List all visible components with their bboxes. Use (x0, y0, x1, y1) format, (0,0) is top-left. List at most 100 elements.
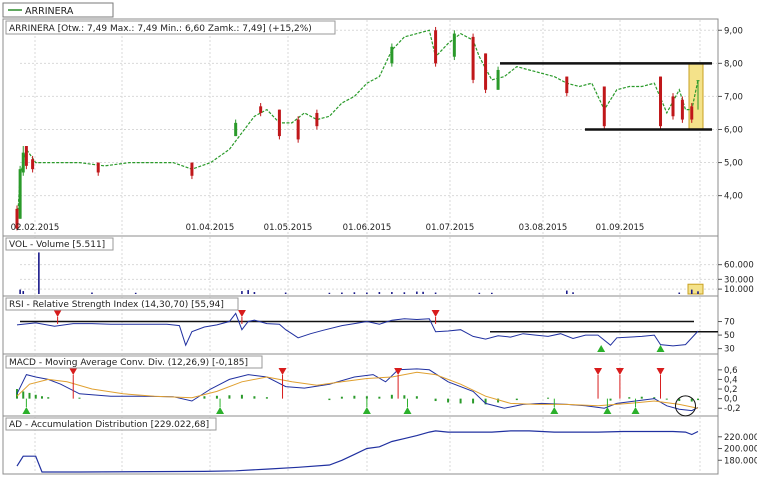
macd-histogram-bar (378, 396, 381, 399)
candle-body (296, 119, 300, 140)
candle-body (452, 33, 456, 57)
macd-histogram-bar (340, 396, 343, 399)
price-panel-header: ARRINERA [Otw.: 7,49 Max.: 7,49 Min.: 6,… (5, 20, 336, 35)
candle-body (496, 69, 500, 90)
macd-histogram-bar (390, 394, 393, 399)
volume-bar (247, 290, 249, 294)
macd-buy-marker (403, 407, 412, 414)
rsi-buy-marker (597, 345, 606, 352)
rsi-sell-marker (53, 310, 62, 317)
macd-histogram-bar (215, 395, 218, 399)
candle-body (31, 159, 35, 170)
volume-y-tick-label: 30.000 (724, 275, 754, 285)
macd-panel-label: MACD - Moving Average Conv. Div. (12,26,… (9, 358, 248, 368)
candle-body (24, 146, 28, 166)
macd-histogram-bar (328, 398, 331, 401)
macd-histogram-bar (415, 396, 418, 399)
candle-body (434, 30, 438, 64)
candle-body (659, 76, 663, 127)
date-tick-label: 01.04.2015 (186, 223, 235, 233)
macd-histogram-bar (690, 398, 693, 402)
macd-sell-marker (278, 368, 287, 375)
macd-histogram-bar (16, 389, 18, 399)
macd-buy-marker (22, 407, 31, 414)
macd-histogram-bar (628, 397, 631, 399)
axis-labels: 9,00 8,00 7,00 6,00 5,00 4,00 02.02.2015 01.04.… (11, 26, 757, 466)
volume-bar (91, 292, 93, 294)
volume-panel-label: VOL - Volume [5.511] (9, 240, 105, 250)
rsi-y-tick-label: 50 (724, 331, 735, 341)
macd-histogram-bar (484, 398, 487, 405)
macd-histogram-bar (78, 397, 81, 399)
price-y-tick-label: 7,00 (724, 92, 743, 102)
volume-bar (378, 292, 381, 294)
volume-bar (403, 292, 406, 294)
volume-bar (416, 291, 418, 294)
volume-panel-header: VOL - Volume [5.511] (5, 237, 114, 251)
candle-body (471, 36, 475, 80)
macd-histogram-bar (22, 391, 25, 399)
ad-y-tick-label: 180.000 (724, 456, 757, 466)
candle-body (96, 162, 100, 173)
candle-body (234, 122, 238, 137)
price-close-line (16, 29, 699, 229)
price-y-tick-label: 8,00 (724, 59, 743, 69)
macd-histogram-bar (47, 397, 50, 399)
volume-bar (353, 292, 356, 294)
volume-bar (328, 292, 331, 294)
macd-histogram-bar (497, 398, 500, 403)
macd-histogram-bar (365, 396, 368, 399)
macd-histogram-bar (228, 395, 231, 399)
rsi-y-tick-label: 30 (724, 345, 735, 355)
macd-buy-marker (603, 407, 612, 414)
volume-bar (284, 292, 287, 294)
macd-histogram-bar (240, 394, 243, 399)
macd-panel-header: MACD - Moving Average Conv. Div. (12,26,… (5, 355, 263, 369)
date-tick-label: 01.07.2015 (426, 223, 475, 233)
volume-bar (38, 252, 40, 294)
macd-histogram-bar (653, 397, 656, 399)
volume-y-tick-label: 60.000 (724, 261, 754, 271)
candle-body (484, 53, 488, 90)
date-tick-label: 03.08.2015 (519, 223, 568, 233)
macd-sell-marker (615, 368, 624, 375)
macd-histogram-bar (203, 396, 206, 399)
legend-box (2, 2, 114, 18)
macd-signal-line (16, 371, 699, 409)
date-tick-label: 01.09.2015 (596, 223, 645, 233)
price-y-tick-label: 6,00 (724, 125, 743, 135)
volume-bar (678, 292, 681, 294)
volume-bar (391, 292, 393, 294)
volume-bar (253, 292, 256, 294)
volume-bar (366, 292, 368, 294)
ad-panel-label: AD - Accumulation Distribution [229.022,… (9, 420, 209, 430)
macd-histogram-bar (403, 395, 406, 399)
macd-histogram-bar (609, 398, 612, 401)
candle-body (190, 162, 194, 176)
macd-histogram-bar (265, 397, 268, 399)
volume-bar (572, 292, 574, 294)
price-y-tick-label: 4,00 (724, 192, 743, 202)
macd-y-tick-label: -0,2 (724, 404, 741, 414)
volume-bar (422, 291, 424, 294)
ad-y-tick-label: 200.000 (724, 445, 757, 455)
macd-histogram-bar (515, 398, 518, 401)
macd-histogram-bar (253, 396, 256, 399)
rsi-panel-header: RSI - Relative Strength Index (14,30,70)… (5, 297, 239, 311)
candle-body (696, 80, 700, 82)
macd-sell-marker (394, 368, 403, 375)
macd-sell-marker (656, 368, 665, 375)
volume-bar (565, 290, 568, 294)
macd-histogram-bar (34, 394, 37, 399)
volume-bar (478, 292, 481, 294)
macd-y-tick-label: 0,4 (724, 375, 738, 385)
rsi-panel-label: RSI - Relative Strength Index (14,30,70)… (9, 300, 224, 310)
date-tick-label: 02.02.2015 (11, 223, 60, 233)
macd-sell-marker (594, 368, 603, 375)
candle-body (15, 208, 19, 229)
volume-bar (697, 291, 699, 294)
rsi-sell-marker (237, 310, 246, 317)
macd-histogram-bar (472, 398, 475, 404)
